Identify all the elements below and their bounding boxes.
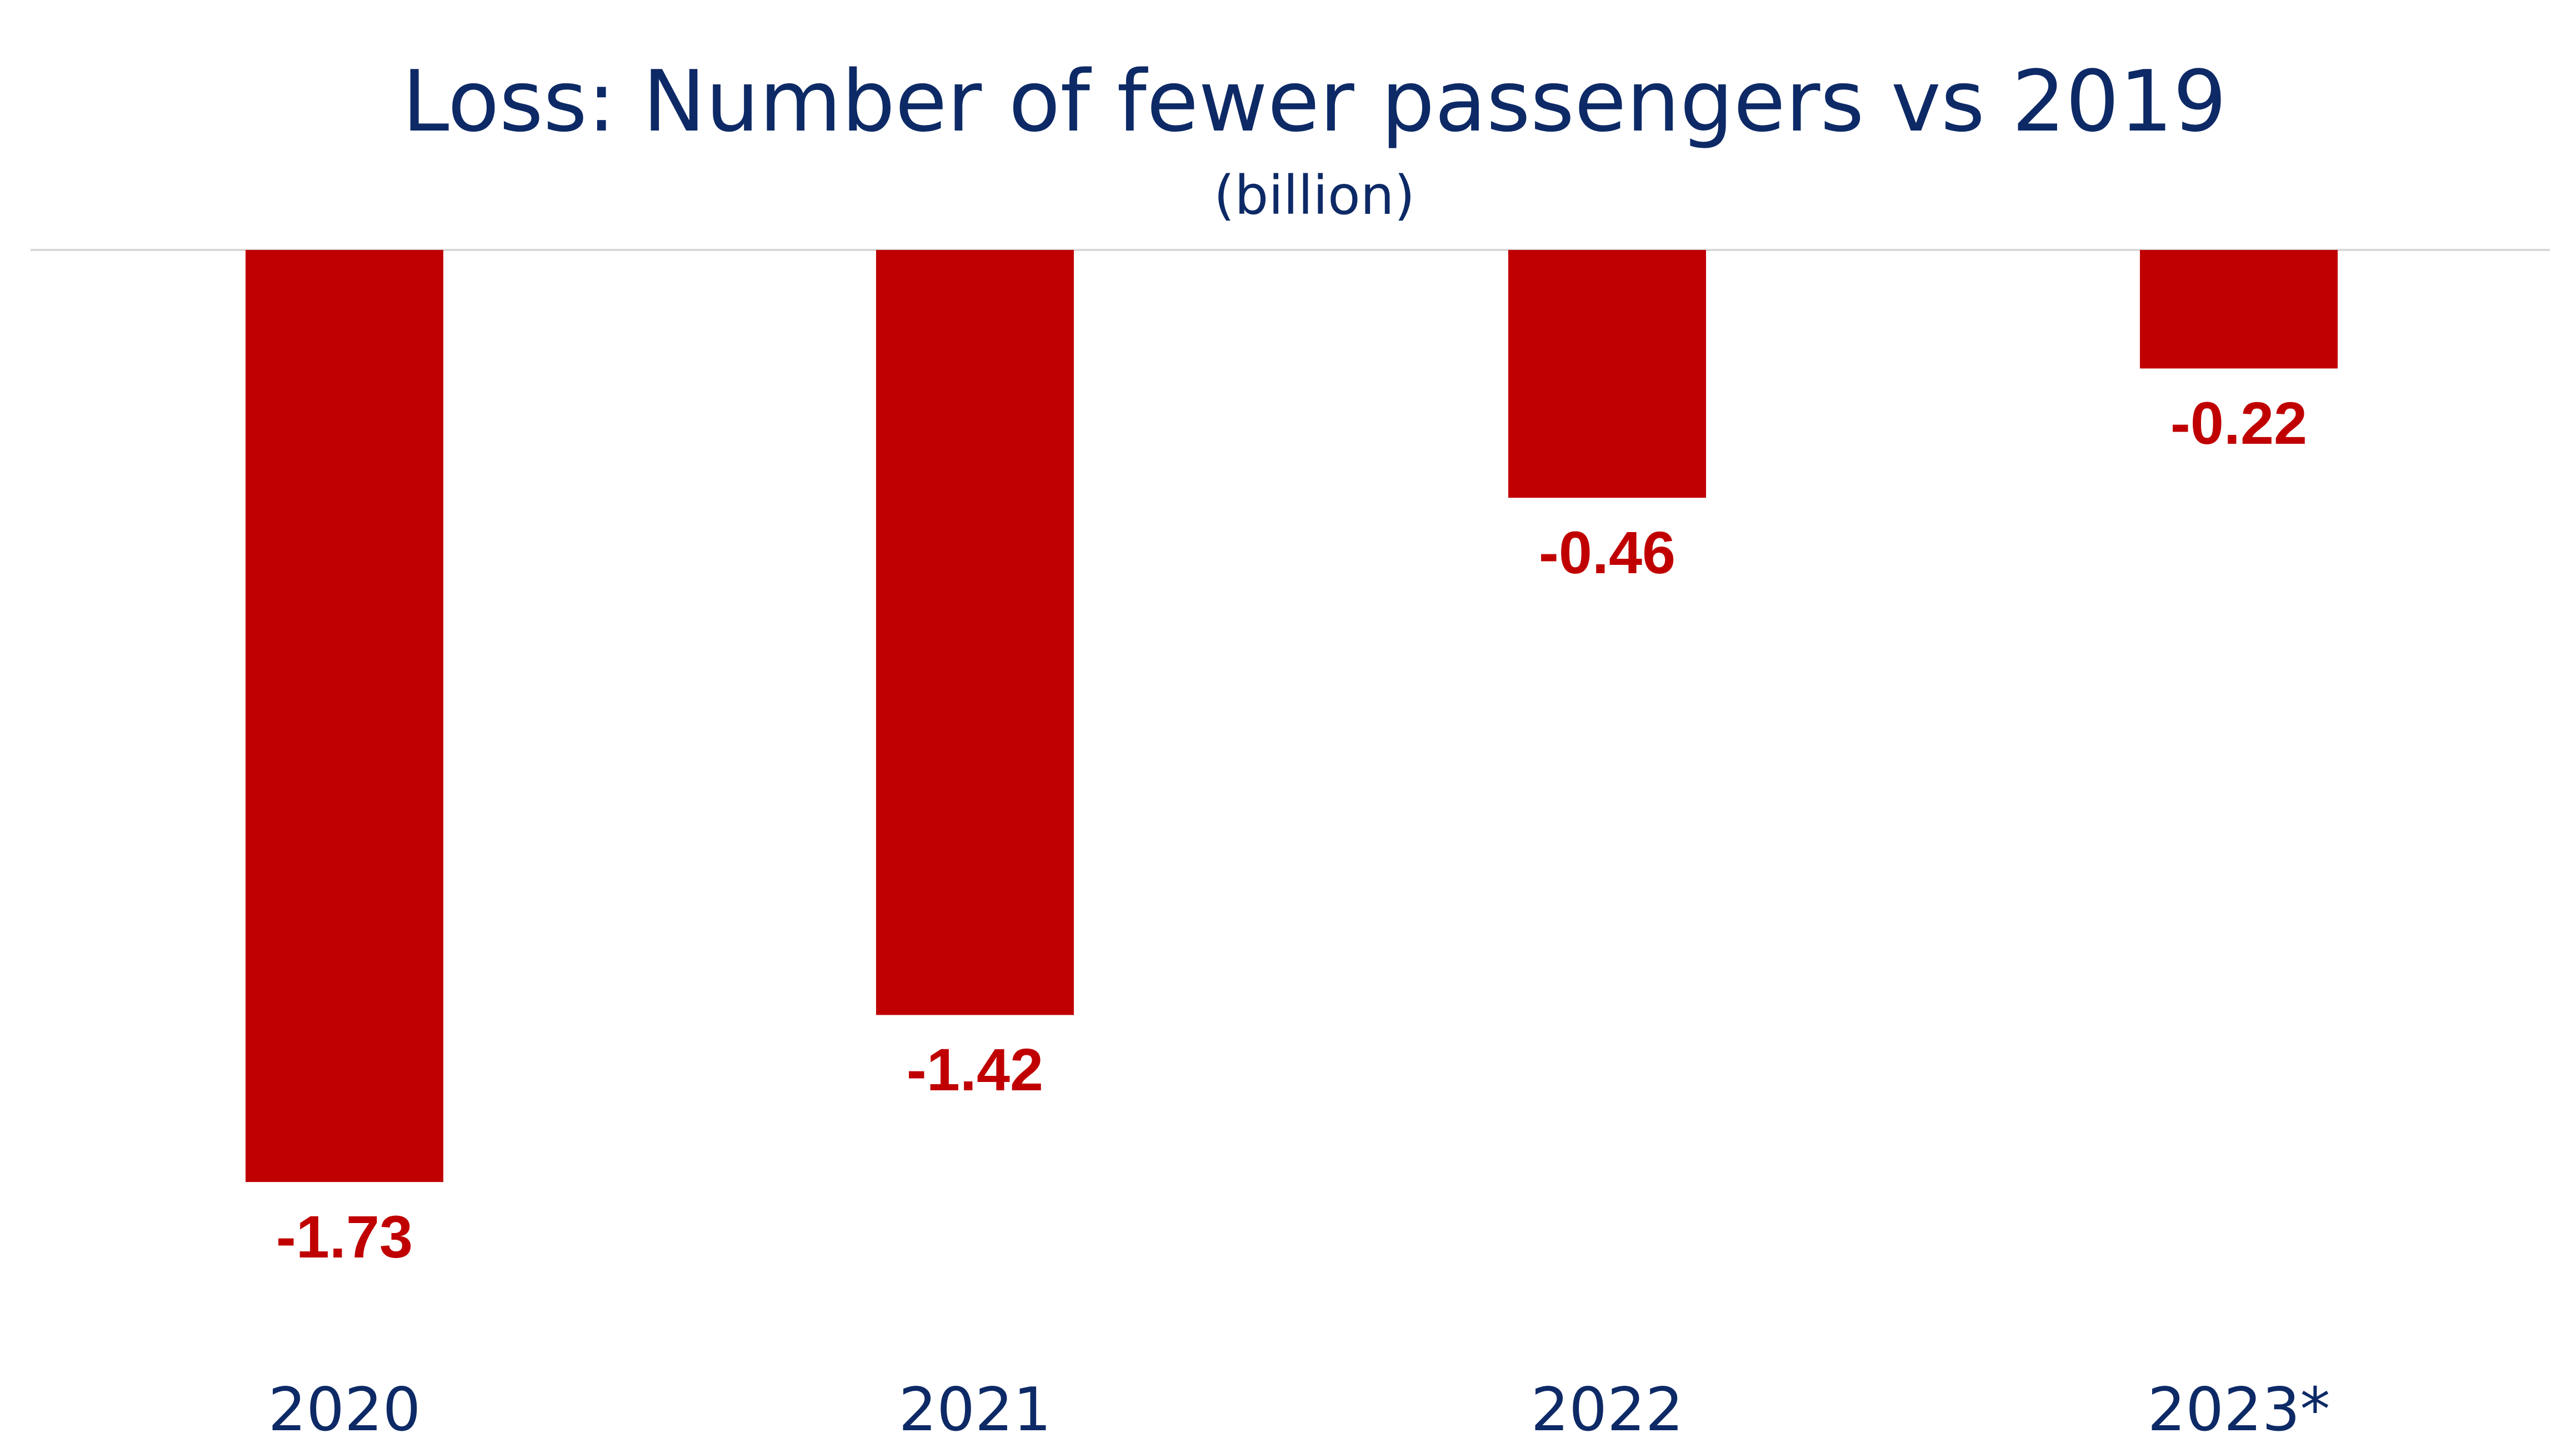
chart-title: Loss: Number of fewer passengers vs 2019: [402, 52, 2227, 151]
value-label-2021: -1.42: [907, 1036, 1043, 1103]
value-label-2020: -1.73: [276, 1203, 413, 1270]
bar-2022: [1508, 250, 1706, 498]
bar-2021: [876, 250, 1074, 1015]
value-label-2023: -0.22: [2170, 389, 2307, 457]
x-tick-label-2021: 2021: [899, 1375, 1052, 1443]
value-label-2022: -0.46: [1539, 519, 1675, 586]
bar-2020: [246, 250, 443, 1183]
bar-2023: [2140, 250, 2338, 369]
x-tick-label-2020: 2020: [268, 1375, 421, 1443]
x-tick-label-2023: 2023*: [2148, 1375, 2330, 1443]
x-tick-label-2022: 2022: [1531, 1375, 1684, 1443]
value-labels-group: -1.73 -1.42 -0.46 -0.22: [276, 389, 2307, 1270]
x-axis-tick-labels: 2020 2021 2022 2023*: [268, 1375, 2330, 1443]
bars-group: [246, 250, 2338, 1183]
chart-subtitle: (billion): [1214, 164, 1415, 227]
